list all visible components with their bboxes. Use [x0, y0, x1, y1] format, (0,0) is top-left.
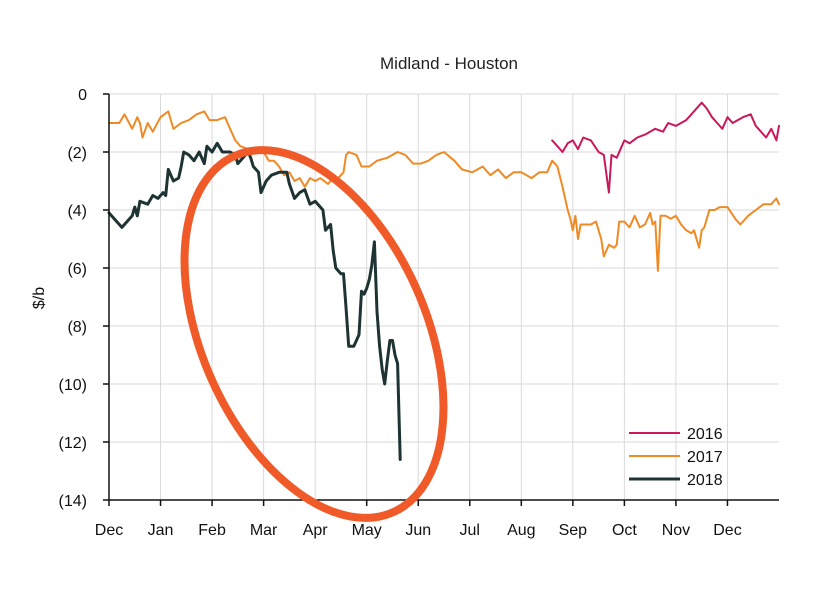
legend-label-2016: 2016	[687, 426, 723, 443]
y-axis-label: $/b	[31, 287, 48, 309]
axes	[103, 93, 779, 506]
legend-label-2018: 2018	[687, 472, 723, 489]
series-line-2017	[108, 110, 780, 272]
x-tick-label: Sep	[559, 522, 588, 539]
series-line-2016	[551, 101, 780, 194]
chart-title: Midland - Houston	[380, 54, 518, 73]
y-tick-label: (12)	[59, 435, 87, 452]
series-lines	[107, 101, 780, 461]
y-tick-label: 0	[78, 87, 87, 104]
x-tick-label: Feb	[198, 522, 226, 539]
x-tick-label: Oct	[612, 522, 637, 539]
x-tick-label: Apr	[303, 522, 329, 539]
y-tick-label: (10)	[59, 377, 87, 394]
y-tick-label: (4)	[67, 203, 87, 220]
highlight-ellipse	[180, 146, 448, 522]
x-tick-label: Nov	[662, 522, 690, 539]
x-tick-label: Aug	[507, 522, 535, 539]
y-tick-label: (14)	[59, 493, 87, 510]
x-tick-label: Jun	[405, 522, 431, 539]
y-tick-label: (2)	[67, 145, 87, 162]
x-tick-label: Dec	[713, 522, 741, 539]
x-tick-label: Jan	[148, 522, 174, 539]
x-tick-label: Dec	[95, 522, 123, 539]
x-tick-label: May	[352, 522, 382, 539]
x-tick-label: Mar	[250, 522, 278, 539]
y-tick-label: (6)	[67, 261, 87, 278]
legend: 2016 2017 2018	[629, 426, 723, 489]
y-tick-labels: 0 (2) (4) (6) (8) (10) (12) (14)	[59, 87, 88, 510]
legend-label-2017: 2017	[687, 449, 723, 466]
x-tick-label: Jul	[460, 522, 480, 539]
x-tick-labels: Dec Jan Feb Mar Apr May Jun Jul Aug Sep Oct Nov Dec	[95, 522, 742, 539]
y-tick-label: (8)	[67, 319, 87, 336]
series-line-2018	[107, 141, 402, 461]
